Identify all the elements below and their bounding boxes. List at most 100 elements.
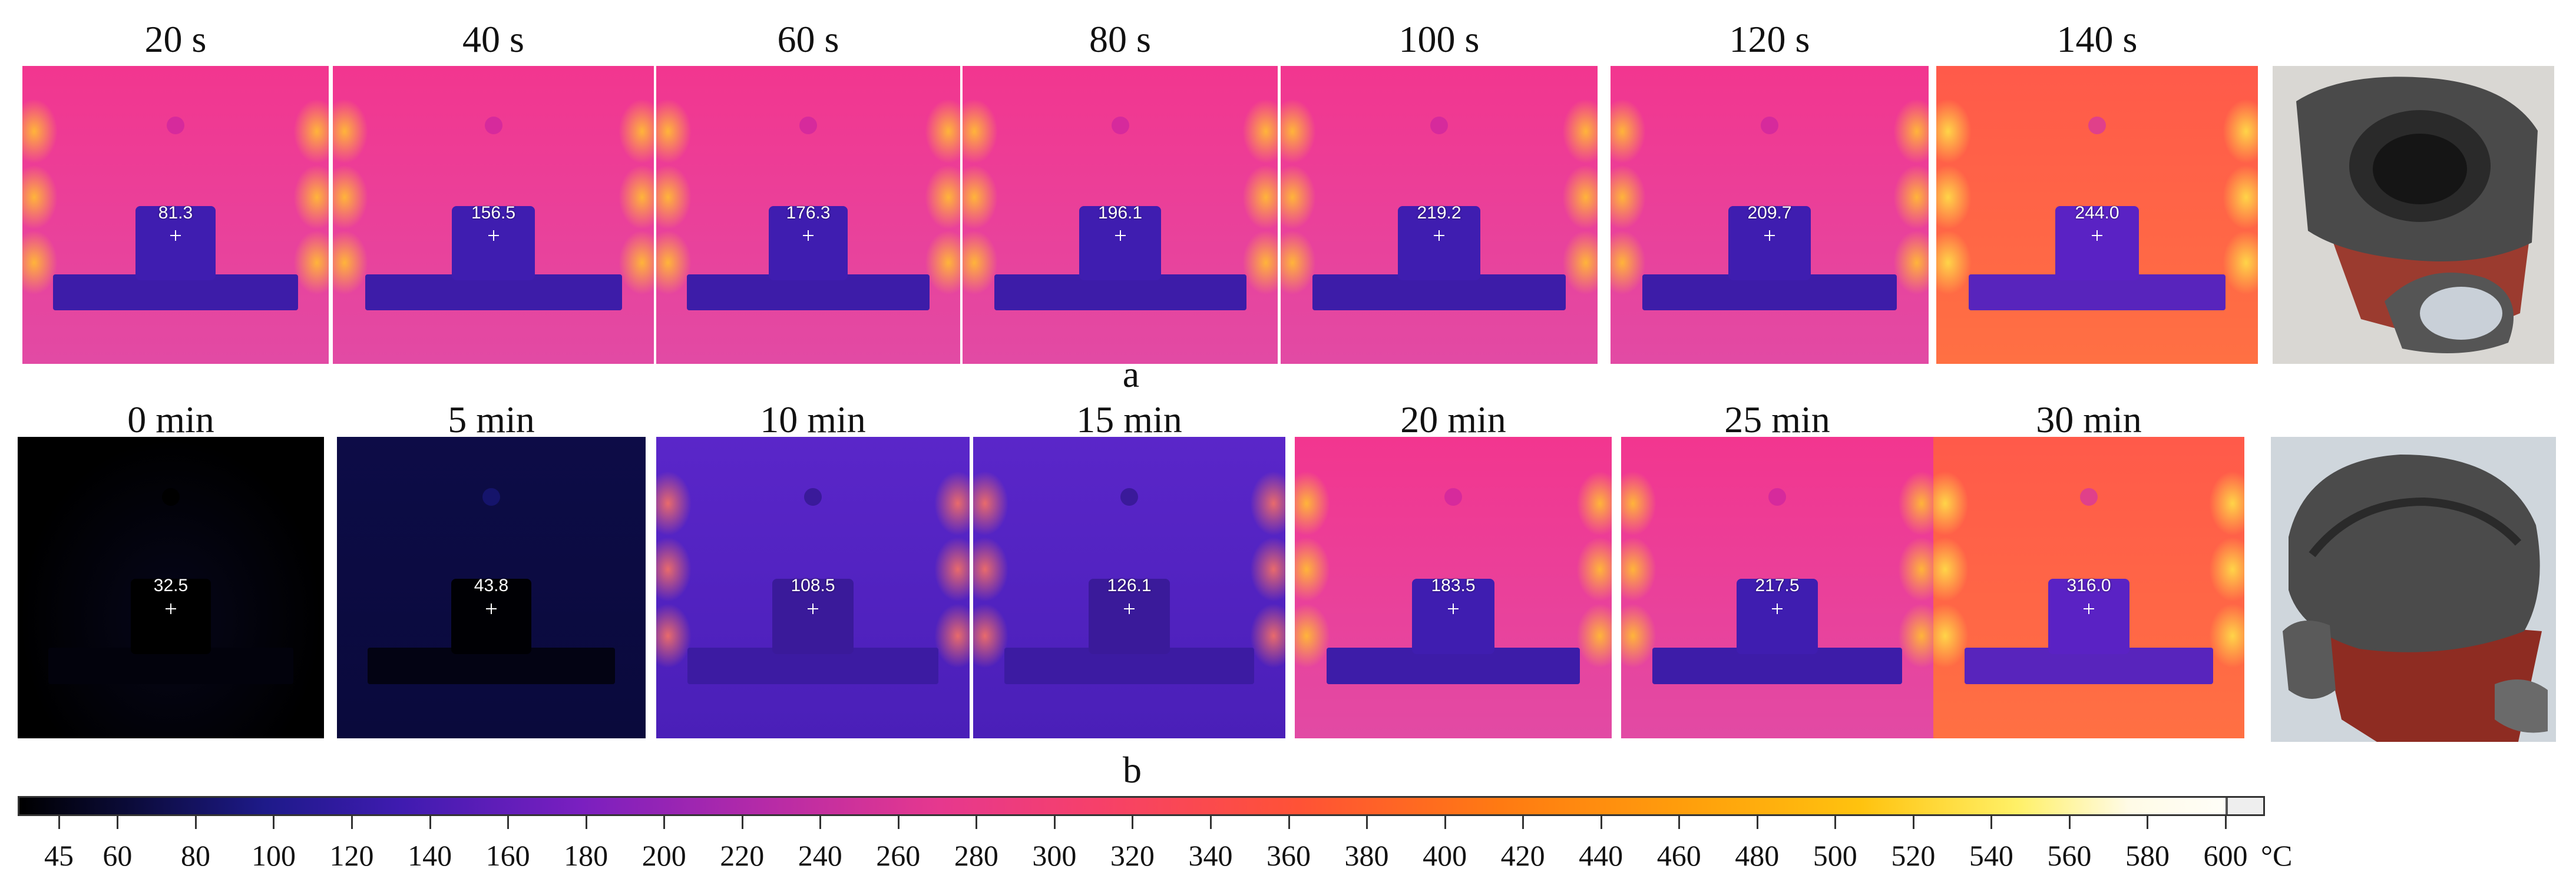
crosshair-icon [488,230,499,241]
colorbar-tick [585,816,587,829]
chamber-port [2080,488,2098,506]
colorbar-tick-label: 380 [1344,839,1389,872]
heater-glow [1295,470,1330,536]
heater-glow [293,164,329,230]
sample-photo-b [2271,437,2556,742]
colorbar-gradient [19,798,2263,814]
temperature-reading: 209.7 [1747,203,1792,223]
colorbar-tick-label: 140 [408,839,452,872]
crosshair-icon [803,230,814,241]
temperature-reading: 81.3 [158,203,193,223]
heater-glow [1242,230,1278,295]
colorbar-tick [1444,816,1446,829]
heater-glow [1250,470,1285,536]
colorbar-tick-label: 580 [2125,839,2170,872]
heater-glow [1898,537,1933,602]
colorbar-tick-label: 60 [102,839,133,872]
heater-glow [1250,603,1285,668]
thermal-frame: 217.5 [1621,437,1933,738]
colorbar-tick-label: 280 [954,839,998,872]
colorbar-tick [117,816,119,829]
frame-time-label: 120 s [1729,18,1810,60]
temperature-reading: 126.1 [1107,575,1152,595]
colorbar-tick [194,816,197,829]
temperature-reading: 108.5 [791,575,835,595]
heater-glow [934,603,970,668]
thermal-frame: 196.1 [963,66,1278,364]
colorbar-tick-label: 360 [1266,839,1311,872]
sample-body [772,578,854,654]
heater-glow [1562,164,1598,230]
heater-glow [619,99,654,164]
heater-glow [934,470,970,536]
frame-time-label: 30 min [2036,399,2142,440]
colorbar-tick-label: 80 [180,839,210,872]
thermal-frame: 209.7 [1611,66,1929,364]
chamber-port [1111,117,1129,135]
frame-time-label: 80 s [1089,18,1151,60]
temperature-reading: 32.5 [153,575,189,595]
colorbar-tick-label: 520 [1891,839,1936,872]
thermal-frame: 81.3 [22,66,329,364]
colorbar-tick [663,816,666,829]
sample-body [1737,578,1818,654]
heater-glow [656,470,692,536]
colorbar-tick [2147,816,2149,829]
temperature-reading: 156.5 [471,203,516,223]
heater-glow [1250,537,1285,602]
colorbar-tick [1600,816,1602,829]
crosshair-icon [1124,603,1135,614]
heater-glow [1621,470,1656,536]
colorbar-tick-label: 560 [2047,839,2092,872]
sample-stage [1968,274,2226,310]
thermal-frame: 108.5 [656,437,970,738]
sample-stage [1652,648,1902,684]
heater-glow [934,537,970,602]
heater-glow [1576,603,1612,668]
heater-glow [925,164,960,230]
colorbar-tick-label: 500 [1813,839,1857,872]
sample-stage [1964,648,2214,684]
colorbar-tick-label: 400 [1423,839,1467,872]
frame-time-label: 100 s [1398,18,1480,60]
colorbar-tick-label: 420 [1500,839,1545,872]
frame-time-label: 10 min [760,399,866,440]
heater-glow [2223,99,2258,164]
row-caption-a: a [1122,353,1140,395]
sample-body [1412,578,1494,654]
sample-body [451,205,535,281]
frame-time-label: 60 s [777,18,839,60]
colorbar-tick-label: 160 [485,839,530,872]
heater-glow [1933,470,1969,536]
colorbar-tick [897,816,900,829]
chamber-port [1761,117,1778,135]
heater-glow [1893,230,1929,295]
frame-time-label: 20 min [1400,399,1506,440]
chamber-port [484,117,502,135]
temperature-reading: 183.5 [1431,575,1476,595]
heater-glow [1562,99,1598,164]
heater-glow [2223,230,2258,295]
colorbar-tick [1834,816,1837,829]
thermal-frame: 126.1 [973,437,1285,738]
sample-stage [686,274,930,310]
colorbar-tick-label: 200 [641,839,686,872]
colorbar-tick [1288,816,1290,829]
heater-glow [925,230,960,295]
chamber-port [162,488,180,506]
frame-time-label: 40 s [462,18,524,60]
sample-stage [687,648,938,684]
heater-glow [2209,537,2244,602]
heater-glow [619,230,654,295]
sample-stage [365,274,622,310]
colorbar-tick-label: 540 [1969,839,2013,872]
colorbar-tick-label: 220 [720,839,765,872]
crosshair-icon [1434,230,1444,241]
colorbar-tick [1756,816,1758,829]
chamber-port [1430,117,1448,135]
heater-glow [925,99,960,164]
sample-body [2055,205,2139,281]
crosshair-icon [170,230,181,241]
crosshair-icon [2092,230,2102,241]
heater-glow [1936,164,1972,230]
